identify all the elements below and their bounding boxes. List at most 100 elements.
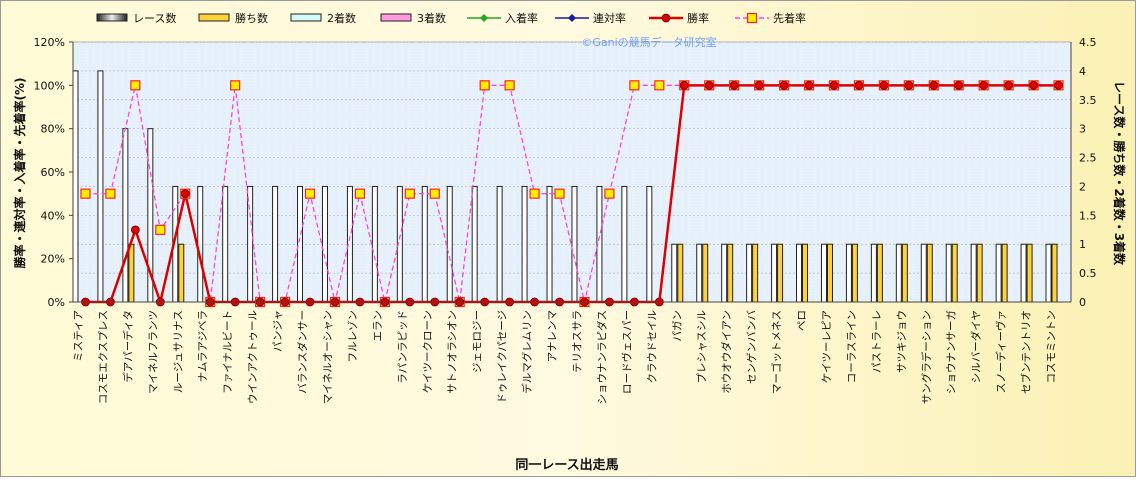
marker-win-rate — [879, 80, 889, 90]
bar-races — [371, 185, 378, 303]
marker-win-rate — [679, 80, 689, 90]
bar-races — [471, 185, 478, 303]
bar-races — [671, 243, 678, 303]
bar-races — [571, 185, 578, 303]
x-tick-label: テリオスサラ — [571, 310, 583, 373]
marker-ahead-rate — [105, 188, 116, 199]
legend-label-top2_rate: 連対率 — [593, 11, 626, 25]
legend-marker-win_rate — [661, 13, 671, 23]
bar-races — [621, 185, 628, 303]
bar-races — [222, 185, 229, 303]
bar-wins — [1026, 243, 1033, 303]
bar-races — [421, 185, 428, 303]
bar-wins — [1001, 243, 1008, 303]
bar-wins — [777, 243, 784, 303]
x-tick-label: バランスダンサー — [296, 310, 309, 394]
marker-ahead-rate — [529, 188, 540, 199]
bar-wins — [752, 243, 759, 303]
marker-win-rate — [829, 80, 839, 90]
x-axis-label: 同一レース出走馬 — [515, 457, 618, 473]
bar-races — [746, 243, 753, 303]
y-left-tick-label: 20% — [41, 253, 65, 266]
bar-wins — [128, 243, 135, 303]
bar-races — [297, 185, 304, 303]
y-axis-left-label: 勝率・連対率・入着率・先着率(%) — [12, 78, 27, 269]
marker-win-rate — [929, 80, 939, 90]
bar-races — [771, 243, 778, 303]
bar-races — [920, 243, 927, 303]
x-tick-label: ラパンラピッド — [397, 310, 409, 384]
x-tick-label: コーラスライン — [846, 310, 858, 383]
x-tick-label: ケイツークローン — [422, 310, 434, 393]
x-tick-label: センゲンバンバ — [746, 310, 758, 385]
legend-label-races: レース数 — [133, 12, 176, 25]
bar-races — [721, 243, 728, 303]
legend-label-second: 2着数 — [327, 11, 356, 25]
x-tick-label: スノーディーヴァ — [995, 310, 1008, 393]
legend: レース数 勝ち数 2着数 3着数 入着率 連対率 勝率 先着率 — [96, 11, 806, 25]
x-tick-label: クラウドセイル — [646, 310, 658, 384]
marker-ahead-rate — [404, 188, 415, 199]
x-tick-label: マーゴットメネス — [770, 310, 783, 394]
marker-win-rate — [979, 80, 989, 90]
x-tick-label: ショウナンサーガ — [946, 310, 958, 394]
bar-wins — [901, 243, 908, 303]
bar-races — [546, 185, 553, 303]
bar-races — [197, 185, 204, 303]
marker-win-rate — [1004, 80, 1014, 90]
bar-races — [845, 243, 852, 303]
axes: 0 0.5 1 1.5 2 2.5 3 3.5 4 4.5 0% 20% 40% 60% 80% 100% 12… — [34, 36, 1097, 405]
x-tick-label: セブンテントリオ — [1020, 310, 1033, 394]
bar-races — [97, 70, 104, 303]
y-right-tick-label: 0 — [1079, 296, 1086, 309]
bar-wins — [951, 243, 958, 303]
legend-label-ahead_rate: 先着率 — [773, 11, 806, 25]
watermark: ©Ganiの競馬データ研究室 — [581, 35, 716, 49]
y-right-tick-label: 3.5 — [1079, 94, 1097, 107]
bar-races — [796, 243, 803, 303]
bar-races — [995, 243, 1002, 303]
legend-label-third: 3着数 — [417, 11, 446, 25]
x-tick-label: フルレゾン — [347, 310, 359, 363]
x-tick-label: アナレンマ — [547, 310, 559, 362]
x-tick-label: シルバーダイヤ — [970, 310, 983, 383]
y-right-tick-label: 2.5 — [1079, 152, 1097, 165]
y-right-tick-label: 2 — [1079, 180, 1086, 193]
marker-win-rate — [779, 80, 789, 90]
marker-win-rate — [754, 80, 764, 90]
x-tick-label: ジェモロジー — [472, 310, 484, 373]
x-tick-label: コスモミントン — [1046, 310, 1058, 384]
bar-wins — [178, 243, 185, 303]
bar-races — [1020, 243, 1027, 303]
y-right-tick-label: 1.5 — [1079, 209, 1097, 222]
x-tick-label: デルマグレムリン — [521, 310, 534, 394]
bar-races — [945, 243, 952, 303]
y-axis-right-label: レース数・勝ち数・2着数・3着数 — [1112, 81, 1127, 266]
bar-races — [970, 243, 977, 303]
bar-wins — [976, 243, 983, 303]
bar-races — [1045, 243, 1052, 303]
x-tick-label: ドゥレイクパセージ — [497, 310, 509, 404]
bar-wins — [702, 243, 709, 303]
x-tick-label: サトノオラシオン — [447, 310, 459, 394]
y-right-tick-label: 0.5 — [1079, 267, 1097, 280]
legend-swatch-third — [380, 13, 412, 22]
bar-races — [72, 70, 79, 303]
y-right-tick-label: 3 — [1079, 123, 1086, 136]
y-left-tick-label: 120% — [34, 36, 65, 49]
marker-ahead-rate — [554, 188, 565, 199]
marker-win-rate — [904, 80, 914, 90]
marker-ahead-rate — [429, 188, 440, 199]
marker-win-rate — [1054, 80, 1063, 90]
x-tick-label: ケイツーレピア — [821, 310, 833, 383]
y-left-tick-label: 100% — [34, 79, 65, 92]
marker-ahead-rate — [504, 80, 515, 91]
x-tick-label: エラン — [372, 310, 384, 342]
x-tick-label: ミスティア — [72, 310, 84, 362]
bar-wins — [677, 243, 684, 303]
y-left-tick-label: 60% — [41, 166, 65, 179]
marker-ahead-rate — [130, 80, 141, 91]
x-tick-label: パンジャ — [272, 310, 284, 352]
